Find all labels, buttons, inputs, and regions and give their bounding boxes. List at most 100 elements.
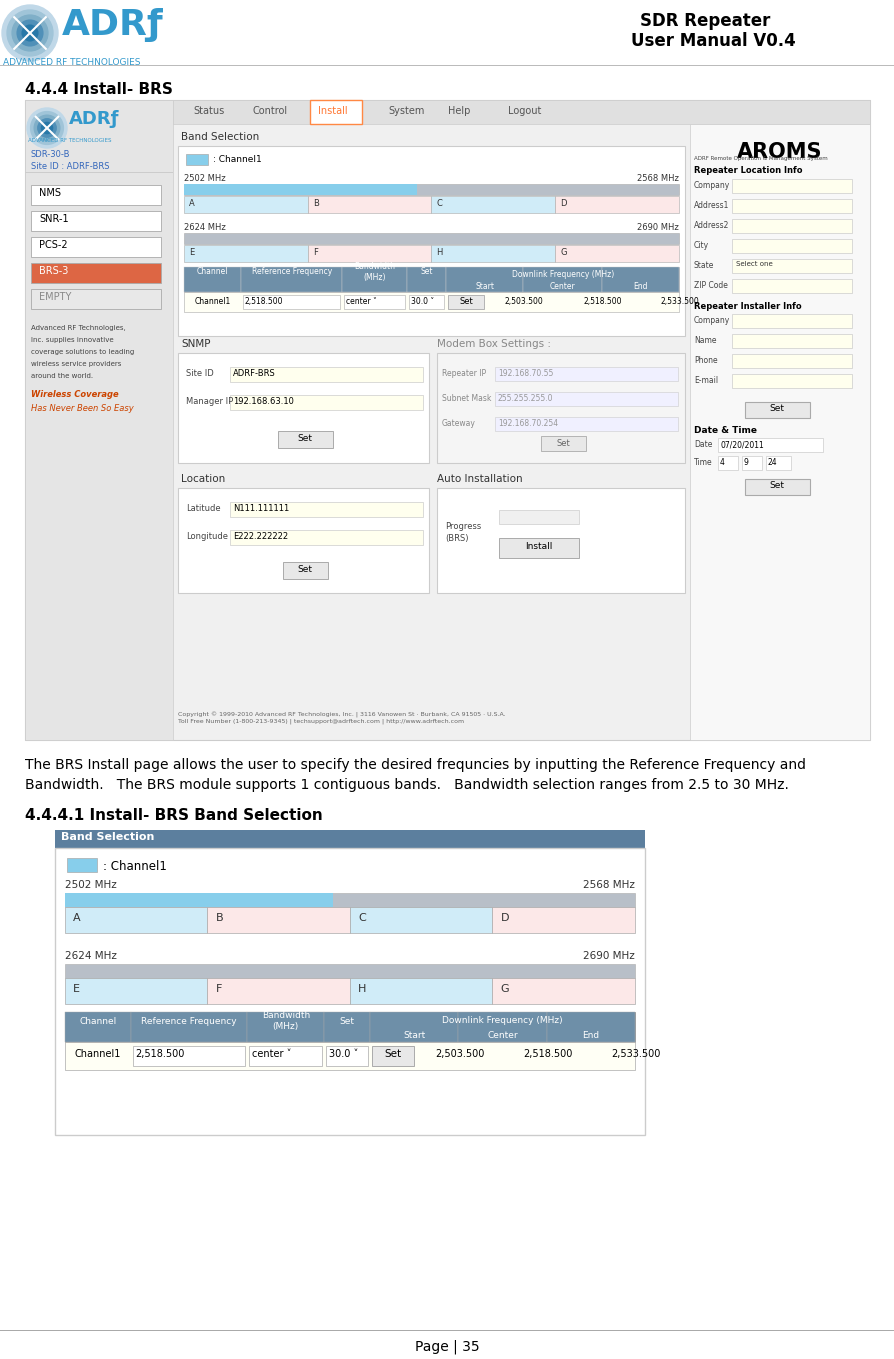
Text: Reference Frequency: Reference Frequency xyxy=(251,268,332,276)
Text: 192.168.70.254: 192.168.70.254 xyxy=(497,419,558,428)
Text: 07/20/2011: 07/20/2011 xyxy=(721,440,763,448)
Text: 2,503.500: 2,503.500 xyxy=(434,1049,484,1059)
Text: Logout: Logout xyxy=(508,106,541,116)
Bar xyxy=(741,457,761,470)
Bar xyxy=(492,978,634,1004)
Text: ADRF Remote Operation & Management System: ADRF Remote Operation & Management Syste… xyxy=(693,156,827,160)
Bar xyxy=(55,830,645,848)
Text: Set: Set xyxy=(459,298,473,306)
Bar xyxy=(65,978,207,1004)
Text: Set: Set xyxy=(297,434,312,443)
Circle shape xyxy=(12,15,48,50)
Bar xyxy=(731,260,851,273)
Bar xyxy=(178,353,428,463)
Bar xyxy=(184,232,679,245)
Bar xyxy=(309,101,361,124)
Bar xyxy=(731,198,851,213)
Text: 4: 4 xyxy=(719,458,724,467)
Bar xyxy=(731,279,851,294)
Text: G: G xyxy=(500,984,509,993)
Text: Set: Set xyxy=(297,565,312,573)
Text: Company: Company xyxy=(693,181,730,190)
Bar xyxy=(65,1042,634,1070)
Text: Subnet Mask: Subnet Mask xyxy=(442,394,491,404)
Text: Name: Name xyxy=(693,336,716,345)
Bar xyxy=(131,1012,247,1042)
Bar xyxy=(230,367,423,382)
Text: C: C xyxy=(358,913,366,923)
Circle shape xyxy=(27,107,67,148)
Text: Site ID : ADRF-BRS: Site ID : ADRF-BRS xyxy=(31,162,109,171)
Bar xyxy=(65,893,634,906)
Text: Help: Help xyxy=(448,106,470,116)
Bar xyxy=(350,906,492,934)
Bar xyxy=(230,530,423,545)
Bar xyxy=(436,488,684,593)
Bar xyxy=(184,245,308,262)
Text: The BRS Install page allows the user to specify the desired frequncies by inputt: The BRS Install page allows the user to … xyxy=(25,758,805,772)
Bar xyxy=(689,124,869,741)
Text: Set: Set xyxy=(384,1049,401,1059)
Bar xyxy=(731,314,851,328)
Bar xyxy=(31,185,161,205)
Text: 30.0 ˅: 30.0 ˅ xyxy=(410,298,434,306)
Text: D: D xyxy=(560,198,566,208)
Text: 2,518.500: 2,518.500 xyxy=(582,298,620,306)
Text: around the world.: around the world. xyxy=(31,372,93,379)
Bar xyxy=(31,289,161,308)
Bar xyxy=(458,1012,546,1042)
Text: Progress: Progress xyxy=(444,522,481,531)
Text: Page | 35: Page | 35 xyxy=(415,1340,479,1355)
Bar xyxy=(744,478,809,495)
Text: Date & Time: Date & Time xyxy=(693,425,756,435)
Text: Site ID: Site ID xyxy=(186,370,214,378)
Text: Center: Center xyxy=(549,283,575,291)
Text: SNMP: SNMP xyxy=(181,338,210,349)
Bar xyxy=(67,858,97,872)
Text: E: E xyxy=(189,247,194,257)
Bar xyxy=(230,395,423,410)
Text: Install: Install xyxy=(525,542,552,550)
Bar xyxy=(494,391,678,406)
Text: (BRS): (BRS) xyxy=(444,534,468,544)
Bar xyxy=(602,266,679,292)
Text: Set: Set xyxy=(769,481,784,491)
Text: G: G xyxy=(560,247,566,257)
Bar xyxy=(184,183,417,194)
Text: State: State xyxy=(693,261,713,270)
Bar xyxy=(184,266,679,292)
Text: AROMS: AROMS xyxy=(737,141,822,162)
Text: SDR-30-B: SDR-30-B xyxy=(31,149,71,159)
Text: center ˅: center ˅ xyxy=(346,298,377,306)
Bar xyxy=(554,245,679,262)
Bar xyxy=(31,236,161,257)
Text: center ˅: center ˅ xyxy=(252,1049,291,1059)
Text: Company: Company xyxy=(693,317,730,325)
Text: 4.4.4 Install- BRS: 4.4.4 Install- BRS xyxy=(25,82,173,96)
Text: Repeater Location Info: Repeater Location Info xyxy=(693,166,802,175)
Text: Repeater IP: Repeater IP xyxy=(442,370,485,378)
Bar xyxy=(431,245,554,262)
Text: Bandwidth.   The BRS module supports 1 contiguous bands.   Bandwidth selection r: Bandwidth. The BRS module supports 1 con… xyxy=(25,777,788,792)
Text: City: City xyxy=(693,241,708,250)
Text: D: D xyxy=(500,913,509,923)
Text: 2624 MHz: 2624 MHz xyxy=(65,951,117,961)
Text: Date: Date xyxy=(693,440,712,448)
Bar xyxy=(446,266,522,292)
Bar xyxy=(184,266,240,292)
Bar xyxy=(207,906,350,934)
Bar xyxy=(178,145,684,336)
Bar xyxy=(717,438,822,453)
Text: Start: Start xyxy=(402,1031,425,1040)
Bar xyxy=(173,101,869,124)
Text: N111.111111: N111.111111 xyxy=(232,504,289,512)
Text: F: F xyxy=(215,984,222,993)
Text: 2624 MHz: 2624 MHz xyxy=(184,223,225,232)
Text: ZIP Code: ZIP Code xyxy=(693,281,727,289)
Text: C: C xyxy=(436,198,442,208)
Text: Set: Set xyxy=(339,1017,354,1026)
Bar xyxy=(406,266,446,292)
Bar xyxy=(65,1012,634,1042)
Text: H: H xyxy=(358,984,366,993)
Circle shape xyxy=(22,26,38,41)
